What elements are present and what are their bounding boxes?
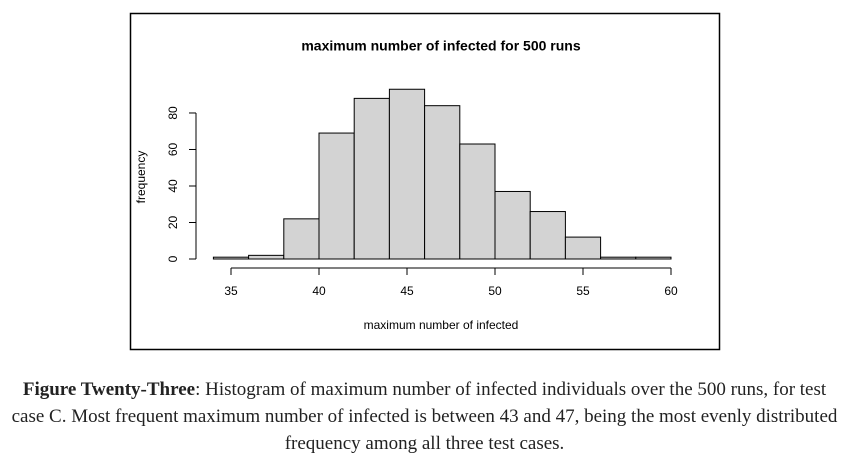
bar xyxy=(564,236,602,260)
bar xyxy=(459,143,496,260)
bar xyxy=(388,88,426,260)
y-tick-label: 60 xyxy=(166,142,180,156)
x-tick-label: 55 xyxy=(576,284,590,298)
bar xyxy=(424,105,461,260)
bar xyxy=(318,132,355,260)
y-tick-label: 0 xyxy=(166,255,180,262)
chart-title: maximum number of infected for 500 runs xyxy=(301,38,580,54)
chart: maximum number of infected for 500 runs … xyxy=(129,12,721,351)
bar xyxy=(353,97,390,260)
bar xyxy=(212,256,250,260)
y-tick-label: 80 xyxy=(166,106,180,120)
x-axis-label: maximum number of infected xyxy=(364,318,519,332)
bar xyxy=(529,211,566,260)
x-tick-label: 45 xyxy=(400,284,414,298)
bar xyxy=(248,254,285,260)
bar xyxy=(635,256,672,260)
x-tick-label: 60 xyxy=(664,284,678,298)
x-tick-label: 50 xyxy=(488,284,502,298)
caption-text: : Histogram of maximum number of infecte… xyxy=(11,379,838,454)
bar xyxy=(494,190,531,260)
y-axis-label: frequency xyxy=(134,151,148,204)
bar xyxy=(283,218,320,260)
bar xyxy=(600,256,637,260)
y-tick-label: 20 xyxy=(166,216,180,230)
x-tick-label: 40 xyxy=(312,284,326,298)
y-tick-label: 40 xyxy=(166,179,180,193)
x-tick-label: 35 xyxy=(224,284,238,298)
caption: Figure Twenty-Three: Histogram of maximu… xyxy=(10,376,839,457)
caption-label: Figure Twenty-Three xyxy=(22,379,196,400)
